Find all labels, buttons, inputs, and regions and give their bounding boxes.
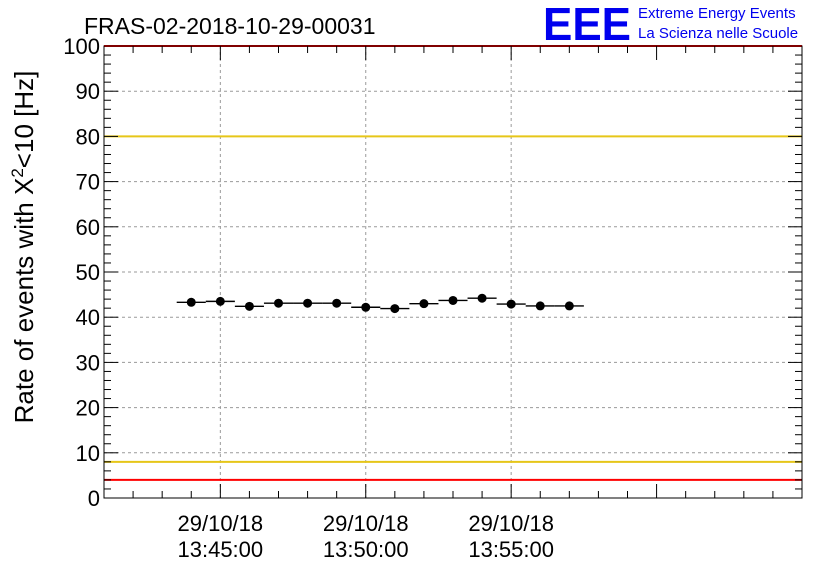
y-axis-label-main: Rate of events with X: [9, 178, 39, 424]
chart-title: FRAS-02-2018-10-29-00031: [84, 13, 376, 39]
data-point-12: [535, 301, 545, 311]
data-point-3: [274, 298, 283, 308]
y-tick-label-50: 50: [76, 260, 100, 285]
y-tick-label-10: 10: [76, 441, 100, 466]
x-tick-date-1: 29/10/18: [323, 511, 409, 536]
data-point-4: [303, 298, 313, 308]
y-axis-label: Rate of events with X2<10 [Hz]: [8, 71, 39, 424]
x-tick-time-1: 13:50:00: [323, 537, 409, 562]
data-point-8: [419, 299, 429, 309]
y-tick-label-40: 40: [76, 305, 100, 330]
y-tick-label-100: 100: [63, 34, 100, 59]
y-axis-label-sup: 2: [8, 168, 27, 177]
grid-lines: [104, 46, 802, 498]
y-tick-label-80: 80: [76, 124, 100, 149]
eee-logo: EEE Extreme Energy Events La Scienza nel…: [543, 0, 798, 50]
data-point-13: [564, 301, 574, 311]
data-point-5: [332, 298, 342, 308]
x-tick-date-2: 29/10/18: [468, 511, 554, 536]
y-axis-label-suffix: <10 [Hz]: [9, 71, 39, 169]
reference-lines: [104, 45, 802, 481]
eee-logo-line2: La Scienza nelle Scuole: [638, 25, 798, 42]
axes: 010203040506070809010029/10/1813:45:0029…: [63, 34, 803, 562]
y-tick-label-0: 0: [88, 486, 100, 511]
x-tick-time-0: 13:45:00: [178, 537, 264, 562]
y-tick-label-30: 30: [76, 350, 100, 375]
data-point-9: [448, 295, 458, 305]
data-point-0: [186, 297, 196, 307]
x-tick-time-2: 13:55:00: [468, 537, 554, 562]
data-point-7: [390, 304, 400, 314]
data-point-2: [244, 301, 254, 311]
data-point-6: [361, 302, 371, 312]
y-tick-label-60: 60: [76, 215, 100, 240]
data-series: [176, 293, 584, 314]
y-tick-label-90: 90: [76, 79, 100, 104]
y-tick-label-20: 20: [76, 396, 100, 421]
data-point-10: [477, 293, 487, 303]
y-tick-label-70: 70: [76, 170, 100, 195]
x-tick-date-0: 29/10/18: [178, 511, 264, 536]
data-point-1: [215, 296, 225, 306]
eee-logo-mark: EEE: [543, 0, 631, 50]
data-point-11: [506, 299, 516, 309]
eee-logo-line1: Extreme Energy Events: [638, 5, 796, 22]
